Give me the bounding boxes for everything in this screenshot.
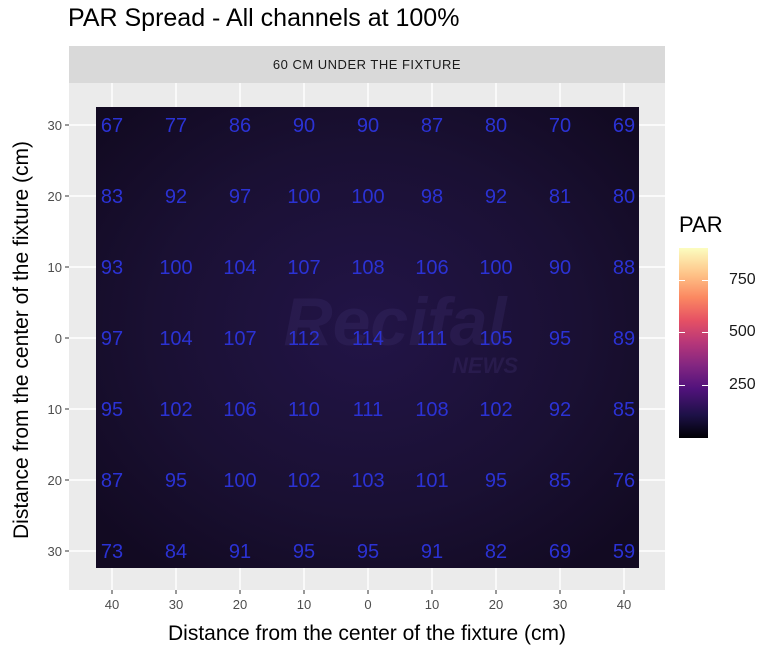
legend-tick-mark [702,279,708,281]
cell-value: 90 [293,115,315,137]
x-tick-label: 20 [233,597,247,612]
cell-value: 73 [101,541,123,563]
cell-value: 69 [613,115,635,137]
x-tick-label: 10 [297,597,311,612]
x-tick-label: 40 [617,597,631,612]
legend-tick-mark [679,385,685,387]
cell-value: 97 [229,186,251,208]
x-tick-label: 30 [553,597,567,612]
cell-value: 95 [293,541,315,563]
cell-value: 87 [421,115,443,137]
cell-value: 59 [613,541,635,563]
cell-value: 92 [549,399,571,421]
cell-value: 67 [101,115,123,137]
cell-value: 87 [101,470,123,492]
cell-value: 95 [485,470,507,492]
y-axis-label: Distance from the center of the fixture … [10,141,33,539]
legend-tick-mark [702,332,708,334]
cell-value: 84 [165,541,187,563]
x-tick-label: 40 [105,597,119,612]
cell-value: 85 [613,399,635,421]
y-tick-label: 20 [48,189,62,204]
watermark-subtext: NEWS [452,353,518,378]
cell-value: 108 [415,399,448,421]
cell-value: 86 [229,115,251,137]
cell-value: 85 [549,470,571,492]
legend-tick-label: 750 [729,270,756,288]
watermark-logo: Recifal [284,284,509,360]
cell-value: 105 [479,328,512,350]
heatmap-area [96,107,639,568]
cell-value: 101 [415,470,448,492]
cell-value: 70 [549,115,571,137]
facet-strip: 60 CM UNDER THE FIXTURE [69,46,665,83]
cell-value: 97 [101,328,123,350]
cell-value: 80 [485,115,507,137]
cell-value: 107 [287,257,320,279]
cell-value: 114 [352,328,384,350]
cell-value: 91 [229,541,251,563]
cell-value: 98 [421,186,443,208]
cell-value: 108 [351,257,384,279]
cell-value: 107 [223,328,256,350]
legend-tick-mark [679,279,685,281]
y-tick-label: 30 [48,544,62,559]
legend-tick-mark [679,332,685,334]
cell-value: 100 [351,186,384,208]
cell-value: 100 [223,470,256,492]
cell-value: 83 [101,186,123,208]
cell-value: 100 [479,257,512,279]
x-tick-label: 0 [364,597,371,612]
y-tick-label: 0 [55,331,62,346]
cell-value: 112 [288,328,320,350]
cell-value: 82 [485,541,507,563]
legend-tick-label: 500 [729,323,756,341]
x-tick-label: 10 [425,597,439,612]
x-tick-label: 30 [169,597,183,612]
cell-value: 111 [353,399,383,421]
cell-value: 90 [549,257,571,279]
cell-value: 104 [223,257,256,279]
cell-value: 92 [485,186,507,208]
cell-value: 102 [479,399,512,421]
cell-value: 100 [287,186,320,208]
cell-value: 91 [421,541,443,563]
legend-title: PAR [679,212,723,237]
cell-value: 103 [351,470,384,492]
y-tick-label: 10 [48,402,62,417]
y-tick-label: 30 [48,118,62,133]
cell-value: 77 [165,115,187,137]
cell-value: 88 [613,257,635,279]
x-axis-label: Distance from the center of the fixture … [168,622,566,645]
cell-value: 106 [415,257,448,279]
cell-value: 100 [159,257,192,279]
y-tick-label: 10 [48,260,62,275]
legend-tick-mark [702,385,708,387]
legend-tick-label: 250 [729,376,756,394]
y-tick-label: 20 [48,473,62,488]
cell-value: 92 [165,186,187,208]
cell-value: 102 [159,399,192,421]
cell-value: 95 [165,470,187,492]
cell-value: 95 [549,328,571,350]
cell-value: 95 [357,541,379,563]
cell-value: 69 [549,541,571,563]
chart-title: PAR Spread - All channels at 100% [68,4,460,32]
x-tick-label: 20 [489,597,503,612]
cell-value: 76 [613,470,635,492]
cell-value: 89 [613,328,635,350]
cell-value: 81 [549,186,571,208]
cell-value: 106 [223,399,256,421]
cell-value: 90 [357,115,379,137]
cell-value: 93 [101,257,123,279]
cell-value: 104 [159,328,192,350]
cell-value: 80 [613,186,635,208]
facet-label: 60 CM UNDER THE FIXTURE [272,57,462,72]
cell-value: 111 [417,328,447,350]
cell-value: 95 [101,399,123,421]
cell-value: 110 [288,399,320,421]
legend-colorbar [679,248,708,438]
cell-value: 102 [287,470,320,492]
